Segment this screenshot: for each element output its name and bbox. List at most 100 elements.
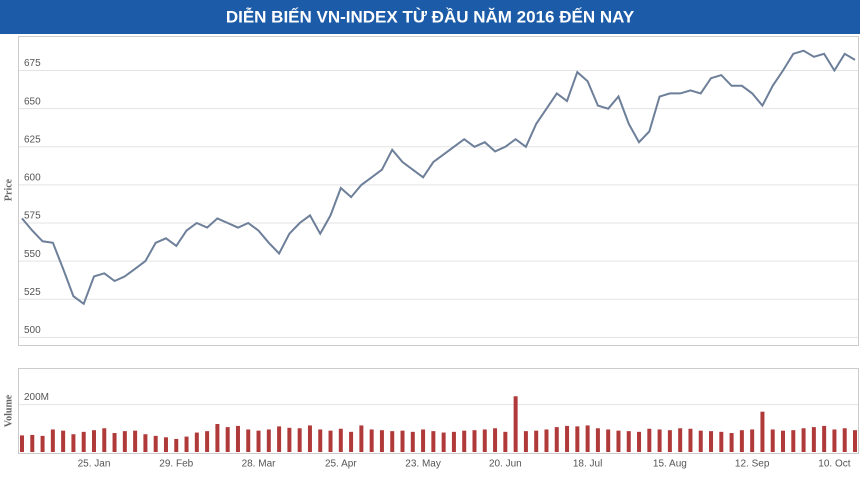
volume-bar [842, 428, 847, 452]
y-tick-label: 675 [24, 58, 41, 69]
volume-bar [595, 428, 600, 452]
volume-bar [472, 430, 477, 452]
volume-bar [266, 429, 271, 452]
volume-bar [297, 428, 302, 452]
volume-bar [20, 435, 24, 452]
y-axis-title: Price [3, 178, 14, 201]
volume-bar [523, 431, 528, 452]
volume-bar [205, 431, 210, 452]
volume-bar [235, 425, 240, 452]
x-tick-label: 18. Jul [573, 459, 602, 470]
volume-bar [30, 434, 35, 452]
volume-bar [81, 431, 86, 452]
volume-bar [688, 428, 693, 452]
volume-bar [493, 428, 498, 452]
volume-bar [102, 428, 107, 452]
volume-bar [513, 396, 518, 452]
chart-title: DIỄN BIẾN VN-INDEX TỪ ĐẦU NĂM 2016 ĐẾN N… [226, 7, 635, 26]
volume-bar [153, 435, 158, 452]
y-tick-label: 600 [24, 173, 41, 184]
x-tick-label: 10. Oct [818, 459, 850, 470]
volume-bar [678, 428, 683, 452]
price-line [21, 49, 856, 306]
y-tick-label: 200M [24, 392, 49, 403]
x-tick-label: 25. Apr [325, 459, 357, 470]
volume-bar [657, 429, 662, 452]
volume-bar [781, 430, 786, 452]
y-tick-label: 650 [24, 96, 41, 107]
volume-bar [328, 430, 333, 452]
volume-bar [811, 427, 816, 452]
volume-bar [225, 427, 230, 452]
volume-bar [451, 431, 456, 452]
volume-bar [760, 411, 765, 452]
volume-bar [379, 430, 384, 452]
volume-bar [431, 431, 436, 452]
volume-bar [318, 429, 323, 452]
x-tick-label: 28. Mar [242, 459, 277, 470]
volume-bar [853, 430, 857, 452]
volume-bar [410, 431, 415, 452]
volume-bar [585, 425, 590, 452]
x-tick-label: 20. Jun [489, 459, 522, 470]
volume-bar [801, 428, 806, 452]
y-tick-label: 500 [24, 325, 41, 336]
volume-bar [369, 429, 374, 452]
volume-bar [307, 425, 312, 452]
volume-bar [359, 425, 364, 452]
volume-bar [616, 430, 621, 452]
volume-bar [698, 430, 703, 452]
volume-bar [750, 429, 755, 452]
price-panel [18, 36, 859, 346]
volume-bar [163, 437, 168, 452]
volume-bar [709, 431, 714, 452]
volume-bar [441, 432, 446, 452]
volume-bar [822, 425, 827, 452]
volume-bar [462, 430, 467, 452]
volume-bar [770, 429, 775, 452]
x-tick-label: 12. Sep [735, 459, 770, 470]
y-tick-label: 550 [24, 249, 41, 260]
volume-bar [544, 429, 549, 452]
x-tick-label: 23. May [405, 459, 441, 470]
volume-bar [143, 434, 148, 452]
y-tick-label: 625 [24, 134, 41, 145]
volume-bar [256, 430, 261, 452]
volume-bar [71, 434, 76, 452]
volume-bar [791, 430, 796, 452]
volume-bar [832, 429, 837, 452]
volume-bar [122, 431, 127, 452]
volume-bar [606, 429, 611, 452]
volume-bar [729, 433, 734, 452]
volume-bar [390, 431, 395, 452]
y-axis-title: Volume [3, 394, 14, 427]
x-tick-label: 15. Aug [653, 459, 687, 470]
volume-bar [61, 430, 66, 452]
volume-bar [349, 431, 354, 452]
volume-bar [50, 429, 55, 452]
volume-bar [575, 426, 580, 452]
volume-bar [112, 433, 117, 452]
volume-bar [647, 428, 652, 452]
x-tick-label: 25. Jan [78, 459, 111, 470]
volume-panel [18, 368, 859, 454]
volume-bar [194, 432, 199, 452]
y-tick-label: 525 [24, 287, 41, 298]
x-tick-label: 29. Feb [159, 459, 193, 470]
volume-bar [482, 429, 487, 452]
volume-bar [40, 435, 45, 452]
volume-bar [626, 431, 631, 452]
volume-bar [287, 427, 292, 452]
header-bar [0, 0, 860, 34]
volume-bar [400, 430, 405, 452]
volume-bar [503, 431, 508, 452]
volume-bar [246, 429, 251, 452]
volume-bar [133, 430, 138, 452]
volume-bar [174, 438, 179, 452]
volume-bar [421, 429, 426, 452]
y-tick-label: 575 [24, 211, 41, 222]
volume-bar [637, 431, 642, 452]
volume-bar [91, 430, 96, 452]
volume-bar [534, 430, 539, 452]
